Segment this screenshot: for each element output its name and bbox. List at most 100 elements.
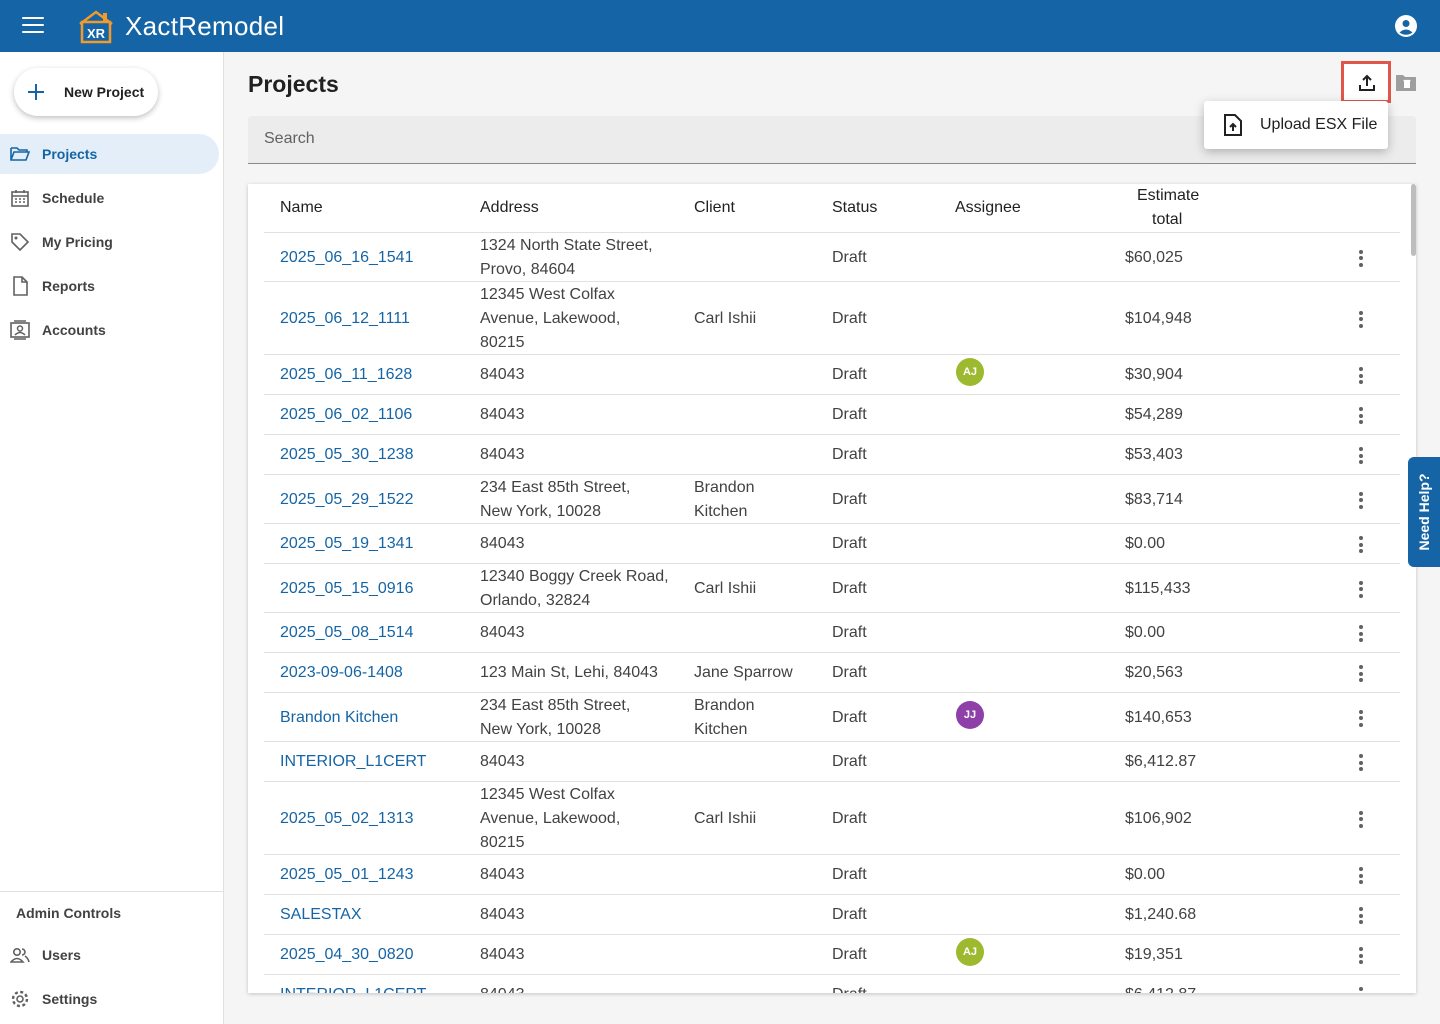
table-row[interactable]: 2025_05_30_1238 84043 Draft $53,403 [264, 435, 1400, 475]
table-row[interactable]: 2025_05_19_1341 84043 Draft $0.00 [264, 524, 1400, 564]
column-header-estimate[interactable]: Estimate [1137, 187, 1200, 204]
project-name-link[interactable]: 2025_06_16_1541 [280, 248, 414, 266]
address-line: 123 Main St, Lehi, 84043 [480, 664, 658, 681]
more-options-icon[interactable] [1351, 866, 1371, 886]
estimate-total: $1,240.68 [1125, 906, 1197, 923]
estimate-total: $20,563 [1125, 664, 1183, 681]
project-name-link[interactable]: 2023-09-06-1408 [280, 664, 403, 681]
projects-table: Name Address Client Status Assignee Esti… [248, 184, 1416, 993]
address-line: 84043 [480, 866, 525, 883]
app-logo: XR [79, 10, 113, 44]
status-text: Draft [832, 753, 867, 770]
column-header-assignee[interactable]: Assignee [955, 199, 1021, 216]
upload-esx-menu-item[interactable]: Upload ESX File [1204, 101, 1388, 149]
more-options-icon[interactable] [1351, 753, 1371, 773]
account-icon[interactable] [1395, 15, 1417, 37]
more-options-icon[interactable] [1351, 406, 1371, 426]
sidebar-item-my-pricing[interactable]: My Pricing [0, 222, 219, 262]
column-header-status[interactable]: Status [832, 199, 878, 216]
sidebar-item-schedule[interactable]: Schedule [0, 178, 219, 218]
table-row[interactable]: 2025_06_02_1106 84043 Draft $54,289 [264, 395, 1400, 435]
project-name-link[interactable]: 2025_05_29_1522 [280, 490, 414, 508]
project-name-link[interactable]: INTERIOR_L1CERT [280, 753, 427, 770]
project-name-link[interactable]: 2025_04_30_0820 [280, 946, 414, 963]
need-help-tab[interactable]: Need Help? [1408, 457, 1440, 567]
menu-icon[interactable] [22, 17, 44, 35]
more-options-icon[interactable] [1351, 946, 1371, 966]
new-project-label: New Project [64, 84, 145, 100]
table-row[interactable]: SALESTAX 84043 Draft $1,240.68 [264, 895, 1400, 935]
more-options-icon[interactable] [1351, 366, 1371, 386]
project-name-link[interactable]: 2025_06_02_1106 [280, 406, 413, 423]
estimate-total: $104,948 [1125, 309, 1192, 327]
archive-folder-icon[interactable] [1395, 72, 1417, 92]
table-row[interactable]: 2023-09-06-1408 123 Main St, Lehi, 84043 J… [264, 653, 1400, 693]
project-name-link[interactable]: INTERIOR_L1CERT [280, 983, 426, 993]
more-options-icon[interactable] [1351, 624, 1371, 644]
search-input[interactable] [264, 130, 1164, 148]
more-options-icon[interactable] [1351, 580, 1371, 600]
project-name-link[interactable]: SALESTAX [280, 906, 362, 923]
status-text: Draft [832, 490, 867, 508]
more-options-icon[interactable] [1351, 535, 1371, 555]
table-row[interactable]: 2025_04_30_0820 84043 Draft AJ $19,351 [264, 935, 1400, 975]
table-row[interactable]: 2025_05_29_1522 234 East 85th Street, New … [264, 475, 1400, 524]
more-options-icon[interactable] [1351, 906, 1371, 926]
address-line: 80215 [480, 333, 525, 351]
table-row[interactable]: INTERIOR_L1CERT 84043 Draft $6,412.87 [264, 742, 1400, 782]
status-text: Draft [832, 309, 867, 327]
status-text: Draft [832, 366, 867, 383]
table-row[interactable]: 2025_06_12_1111 12345 West Colfax Avenue, … [264, 282, 1400, 355]
column-header-address[interactable]: Address [480, 199, 539, 216]
project-name-link[interactable]: 2025_05_08_1514 [280, 624, 414, 641]
more-options-icon[interactable] [1351, 310, 1371, 330]
client-line: Brandon [694, 696, 755, 714]
address-line: 84043 [480, 906, 525, 923]
address-line: 84043 [480, 753, 525, 770]
more-options-icon[interactable] [1351, 249, 1371, 269]
table-row[interactable]: INTERIOR_L1CERT 84043 Draft $6,412.87 [264, 975, 1400, 993]
new-project-button[interactable]: New Project [14, 68, 158, 116]
status-text: Draft [832, 579, 867, 597]
project-name-link[interactable]: Brandon Kitchen [280, 708, 399, 726]
sidebar-item-accounts[interactable]: Accounts [0, 310, 219, 350]
project-name-link[interactable]: 2025_05_19_1341 [280, 535, 414, 552]
more-options-icon[interactable] [1351, 709, 1371, 729]
sidebar-item-reports[interactable]: Reports [0, 266, 219, 306]
status-text: Draft [832, 248, 867, 266]
sidebar-item-label: Settings [42, 991, 98, 1007]
sidebar-item-settings[interactable]: Settings [0, 979, 219, 1019]
estimate-total: $83,714 [1125, 490, 1183, 508]
project-name-link[interactable]: 2025_06_11_1628 [280, 366, 413, 383]
table-row[interactable]: Brandon Kitchen 234 East 85th Street, New … [264, 693, 1400, 742]
sidebar-item-projects[interactable]: Projects [0, 134, 219, 174]
upload-button[interactable] [1341, 61, 1391, 103]
project-name-link[interactable]: 2025_06_12_1111 [280, 309, 410, 327]
column-header-client[interactable]: Client [694, 199, 735, 216]
scrollbar[interactable] [1411, 184, 1416, 256]
column-header-total[interactable]: total [1152, 211, 1183, 228]
more-options-icon[interactable] [1351, 810, 1371, 830]
table-row[interactable]: 2025_06_11_1628 84043 Draft AJ $30,904 [264, 355, 1400, 395]
table-row[interactable]: 2025_05_01_1243 84043 Draft $0.00 [264, 855, 1400, 895]
sidebar-item-label: Projects [42, 146, 98, 162]
project-name-link[interactable]: 2025_05_02_1313 [280, 809, 414, 827]
sidebar-item-users[interactable]: Users [0, 935, 219, 975]
more-options-icon[interactable] [1351, 491, 1371, 511]
more-options-icon[interactable] [1351, 664, 1371, 684]
table-row[interactable]: 2025_06_16_1541 1324 North State Street, P… [264, 233, 1400, 282]
address-line: New York, 10028 [480, 720, 601, 738]
table-row[interactable]: 2025_05_15_0916 12340 Boggy Creek Road, Or… [264, 564, 1400, 613]
table-row[interactable]: 2025_05_02_1313 12345 West Colfax Avenue, … [264, 782, 1400, 855]
column-header-name[interactable]: Name [280, 199, 323, 216]
table-row[interactable]: 2025_05_08_1514 84043 Draft $0.00 [264, 613, 1400, 653]
upload-esx-label: Upload ESX File [1260, 116, 1378, 133]
more-options-icon[interactable] [1351, 446, 1371, 466]
address-line: 234 East 85th Street, [480, 478, 631, 496]
project-name-link[interactable]: 2025_05_30_1238 [280, 446, 414, 463]
more-options-icon[interactable] [1351, 986, 1371, 993]
project-name-link[interactable]: 2025_05_01_1243 [280, 866, 414, 883]
address-line: 1324 North State Street, [480, 236, 653, 254]
status-text: Draft [832, 708, 867, 726]
project-name-link[interactable]: 2025_05_15_0916 [280, 579, 414, 597]
